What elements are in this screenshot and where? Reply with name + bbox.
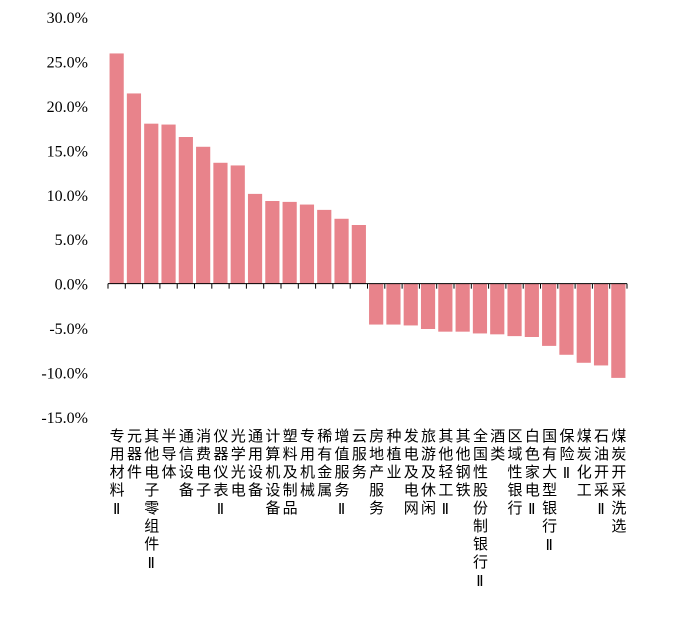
bar	[507, 283, 522, 337]
bar	[334, 218, 349, 284]
x-tick-label: 光学光电	[229, 428, 247, 500]
x-tick-label: 消费电子	[194, 428, 212, 500]
bar	[282, 201, 297, 284]
bar	[386, 283, 401, 325]
x-tick-label: 云服务	[350, 428, 368, 482]
x-tick-label: 专用机械	[298, 428, 316, 500]
bar	[490, 283, 505, 335]
bar	[472, 283, 488, 334]
x-tick-label: 其他电子零组件Ⅱ	[142, 428, 160, 575]
x-tick-label: 计算机设备	[263, 428, 281, 518]
x-tick-label: 稀有金属	[315, 428, 333, 500]
bar	[455, 283, 470, 332]
x-tick-label: 仪器仪表Ⅱ	[211, 428, 229, 521]
x-tick-label: 通用设备	[246, 428, 264, 500]
x-tick-label: 房地产服务	[367, 428, 385, 518]
x-tick-label: 旅游及休闲	[419, 428, 437, 518]
bar	[351, 225, 366, 284]
y-tick-label: 25.0%	[47, 54, 88, 71]
y-tick-label: 10.0%	[47, 188, 88, 205]
x-tick-label: 煤炭开采洗选	[609, 428, 627, 536]
x-tick-label: 通信设备	[177, 428, 195, 500]
x-tick-label: 半导体	[160, 428, 178, 482]
bar	[161, 124, 176, 284]
bar	[542, 283, 557, 346]
bar	[559, 283, 574, 355]
y-tick-label: 20.0%	[47, 99, 88, 116]
bar	[576, 283, 591, 363]
bar	[126, 93, 142, 284]
y-tick-label: -5.0%	[49, 321, 88, 338]
x-tick-label: 白色家电Ⅱ	[523, 428, 541, 521]
x-tick-label: 区域性银行	[506, 428, 524, 518]
bar	[369, 283, 384, 325]
bar	[403, 283, 418, 326]
x-tick-label: 发电及电网	[402, 428, 420, 518]
bar	[196, 146, 211, 284]
bar	[438, 283, 453, 332]
bar	[213, 162, 228, 284]
x-tick-label: 酒类	[488, 428, 506, 464]
bar	[144, 123, 159, 284]
x-tick-label: 其他轻工Ⅱ	[436, 428, 454, 521]
bar	[299, 204, 315, 284]
bar	[593, 283, 609, 366]
bar	[109, 53, 124, 284]
bar	[317, 209, 332, 284]
x-tick-label: 石油开采Ⅱ	[592, 428, 610, 521]
x-tick-label: 种植业	[384, 428, 402, 482]
bar	[178, 137, 193, 284]
x-tick-label: 专用材料Ⅱ	[108, 428, 126, 521]
x-tick-label: 其他钢铁	[454, 428, 472, 500]
bar	[247, 193, 263, 284]
y-tick-label: 15.0%	[47, 143, 88, 160]
y-tick-label: -10.0%	[41, 366, 88, 383]
x-tick-label: 保险Ⅱ	[557, 428, 575, 485]
x-tick-label: 国有大型银行Ⅱ	[540, 428, 558, 557]
y-tick-label: 5.0%	[55, 232, 88, 249]
x-tick-label: 增值服务Ⅱ	[333, 428, 351, 521]
y-tick-label: -15.0%	[41, 410, 88, 427]
x-tick-label: 煤炭化工	[575, 428, 593, 500]
x-tick-label: 全国性股份制银行Ⅱ	[471, 427, 489, 593]
bar	[524, 283, 539, 337]
y-tick-label: 30.0%	[47, 10, 88, 27]
bar	[230, 165, 245, 284]
x-tick-label: 元器件	[125, 428, 143, 482]
bar	[611, 283, 626, 378]
bar	[420, 283, 436, 329]
y-tick-label: 0.0%	[55, 277, 88, 294]
bar	[265, 201, 280, 284]
x-tick-label: 塑料及制品	[281, 428, 299, 518]
